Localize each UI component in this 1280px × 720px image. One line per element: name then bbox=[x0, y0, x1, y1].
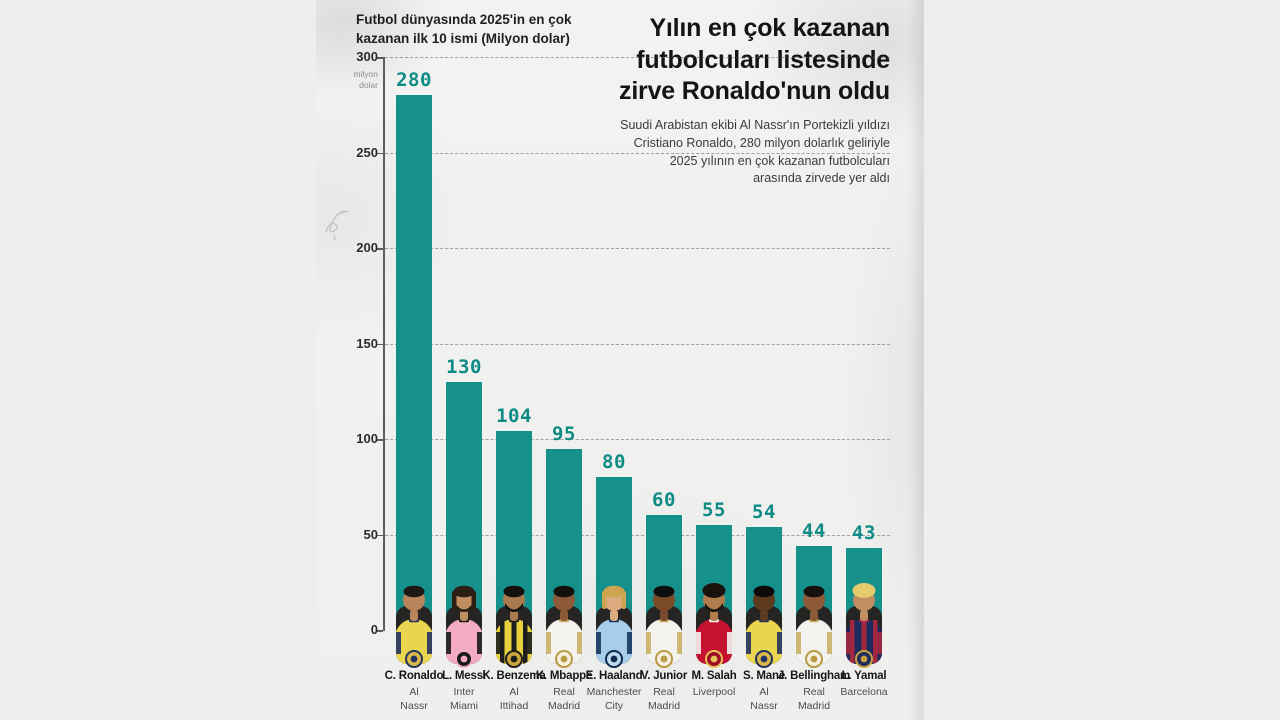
player-name-label: E. Haaland bbox=[585, 670, 643, 682]
gridline bbox=[385, 248, 890, 249]
player-club-label: Real Madrid bbox=[547, 686, 581, 712]
y-tick-mark bbox=[377, 248, 383, 250]
gridline bbox=[385, 343, 890, 345]
player-name-label: K. Benzema bbox=[482, 670, 546, 682]
bar-value-label: 44 bbox=[802, 519, 826, 542]
player-club-label: Manchester City bbox=[586, 686, 642, 712]
player-name-label: L. Messi bbox=[442, 670, 486, 682]
player-photo bbox=[736, 576, 792, 668]
y-tick-label: 0 bbox=[370, 622, 378, 637]
page-title: Yılın en çok kazanan futbolcuları listes… bbox=[619, 14, 890, 105]
bar-value-label: 95 bbox=[552, 422, 576, 445]
bar-value-label: 104 bbox=[496, 405, 532, 428]
y-tick-mark bbox=[377, 630, 383, 632]
bar-value-label: 43 bbox=[852, 521, 876, 544]
player-photo bbox=[786, 576, 842, 668]
bar-value-label: 280 bbox=[396, 69, 432, 92]
y-tick-label: 50 bbox=[363, 526, 378, 542]
bar-value-label: 54 bbox=[752, 500, 776, 523]
gridline bbox=[385, 152, 890, 154]
y-tick-mark bbox=[377, 439, 383, 441]
player-photo bbox=[586, 576, 642, 668]
player-photo bbox=[836, 576, 892, 668]
y-axis-unit-label: milyon dolar bbox=[353, 69, 378, 91]
player-name-label: V. Junior bbox=[640, 670, 688, 682]
bar bbox=[396, 95, 432, 630]
player-photo bbox=[436, 576, 492, 668]
player-photo bbox=[386, 576, 442, 668]
y-tick-mark bbox=[377, 152, 383, 154]
y-tick-label: 100 bbox=[356, 431, 378, 446]
y-tick-label: 300 bbox=[356, 49, 378, 64]
bar-value-label: 55 bbox=[702, 498, 726, 521]
player-photo bbox=[486, 576, 542, 668]
gridline bbox=[385, 57, 890, 58]
bar-value-label: 130 bbox=[446, 355, 482, 378]
player-name-label: L. Yamal bbox=[841, 670, 887, 682]
player-photo bbox=[686, 576, 742, 668]
y-tick-mark bbox=[377, 343, 383, 345]
bar-value-label: 60 bbox=[652, 489, 676, 512]
paper-edge-shadow bbox=[908, 0, 924, 720]
player-club-label: Al Ittihad bbox=[499, 686, 529, 712]
chart-title: Futbol dünyasında 2025'in en çok kazanan… bbox=[356, 12, 572, 46]
player-name-label: M. Salah bbox=[691, 670, 737, 682]
player-photo bbox=[636, 576, 692, 668]
y-axis-line bbox=[383, 57, 385, 631]
player-club-label: Al Nassr bbox=[400, 686, 428, 712]
y-tick-label: 200 bbox=[356, 240, 378, 255]
y-tick-label: 250 bbox=[356, 144, 378, 160]
player-photo bbox=[536, 576, 592, 668]
bar-value-label: 80 bbox=[602, 451, 626, 474]
gridline bbox=[385, 534, 890, 536]
player-name-label: S. Mane bbox=[742, 670, 786, 682]
player-club-label: Real Madrid bbox=[797, 686, 831, 712]
player-name-label: K. Mbappe bbox=[535, 670, 593, 682]
player-name-label: C. Ronaldo bbox=[384, 670, 444, 682]
gridline bbox=[385, 439, 890, 440]
y-tick-label: 150 bbox=[356, 335, 378, 351]
y-tick-mark bbox=[377, 57, 383, 59]
player-name-label: J. Bellingham bbox=[777, 670, 851, 682]
player-club-label: Inter Miami bbox=[450, 686, 478, 712]
paper-scribble-mark bbox=[325, 210, 349, 241]
player-club-label: Al Nassr bbox=[750, 686, 778, 712]
y-tick-mark bbox=[377, 534, 383, 536]
page-subtitle: Suudi Arabistan ekibi Al Nassr'ın Portek… bbox=[620, 118, 890, 186]
player-club-label: Real Madrid bbox=[647, 686, 681, 712]
player-club-label: Barcelona bbox=[840, 686, 888, 698]
player-club-label: Liverpool bbox=[692, 686, 736, 698]
